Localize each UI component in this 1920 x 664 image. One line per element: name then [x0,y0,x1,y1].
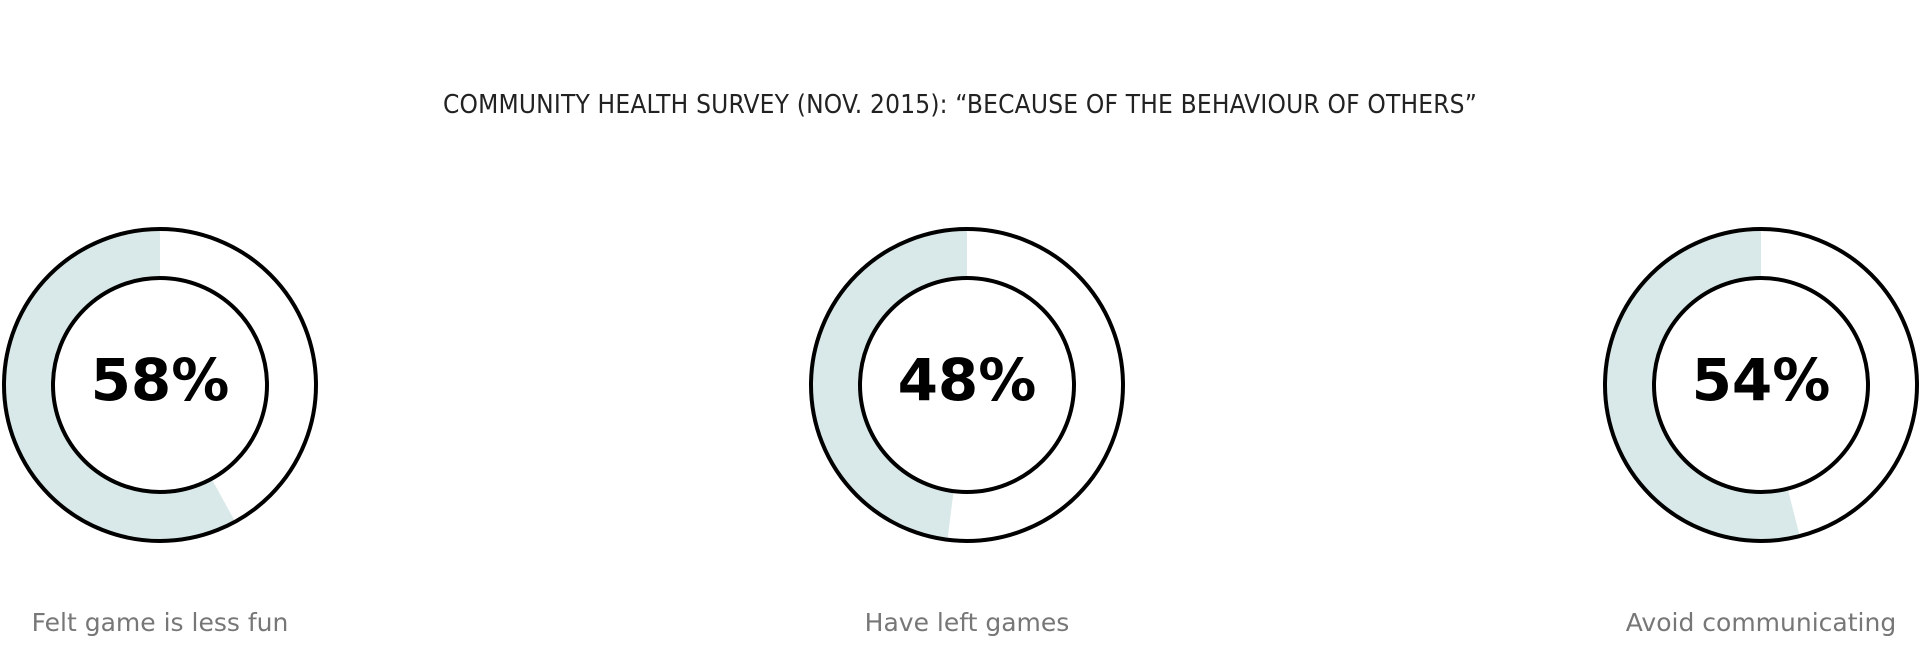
donut-inner-outline [858,276,1076,494]
donut-category-label: Have left games [864,608,1070,637]
donut-panel: 54% Avoid communicating [1581,0,1920,664]
donut-segment [1605,229,1800,541]
donut-panel: 48% Have left games [787,0,1147,664]
donut-category-label: Avoid communicating [1625,608,1897,637]
donut-category-label: Felt game is less fun [31,608,289,637]
donut-outer-outline [1603,227,1919,543]
donut-outer-outline [2,227,318,543]
donut-inner-outline [51,276,269,494]
donut-panel: 58% Felt game is less fun [0,0,340,664]
chart-title: COMMUNITY HEALTH SURVEY (NOV. 2015): “BE… [442,90,1478,120]
donut-chart [809,227,1125,543]
donut-segment [3,229,236,541]
donut-outer-outline [809,227,1125,543]
donut-value-label: 48% [897,346,1037,414]
donut-chart [1603,227,1919,543]
donut-chart [2,227,318,543]
donut-value-label: 54% [1691,346,1831,414]
donut-inner-outline [1652,276,1870,494]
donut-value-label: 58% [90,346,230,414]
donut-segment [810,229,967,540]
